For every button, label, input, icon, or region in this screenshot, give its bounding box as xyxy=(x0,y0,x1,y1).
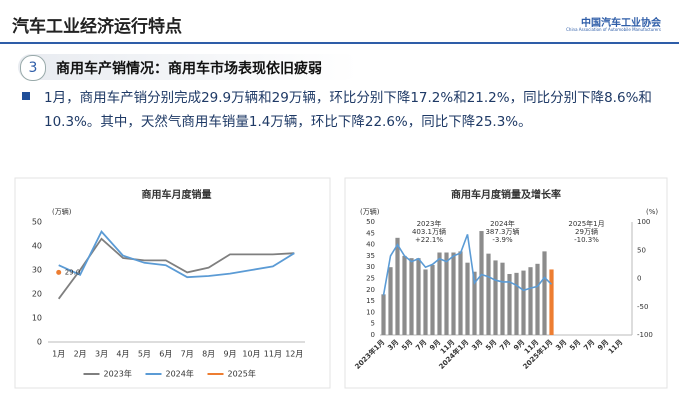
logo: 中国汽车工业协会 xyxy=(581,18,661,29)
bar xyxy=(423,269,428,335)
series-line xyxy=(57,237,295,300)
y-axis-label: (万辆) xyxy=(52,207,72,216)
bar xyxy=(437,252,442,335)
bar xyxy=(458,251,463,335)
y2-tick-label: 50 xyxy=(637,246,646,254)
bar xyxy=(486,253,491,335)
y-tick-label: 35 xyxy=(366,252,375,260)
slide-title: 汽车工业经济运行特点 xyxy=(12,17,182,37)
y-tick-label: 5 xyxy=(371,320,375,328)
bullet-marker xyxy=(22,92,30,100)
y2-tick-label: -100 xyxy=(637,331,653,339)
bar xyxy=(500,262,505,335)
data-label: 29.0 xyxy=(65,268,81,276)
bar xyxy=(521,270,526,335)
bar xyxy=(444,252,449,335)
bar xyxy=(430,264,435,335)
chart-title: 商用车月度销量 xyxy=(142,188,212,201)
y-tick-label: 30 xyxy=(32,266,42,275)
x-tick-label: 9月 xyxy=(223,350,236,359)
legend-label: 2023年 xyxy=(104,369,132,379)
point xyxy=(56,269,62,275)
annotation: 2025年1月 xyxy=(568,219,604,228)
section-number: 3 xyxy=(20,55,46,81)
bar xyxy=(493,260,498,335)
y-axis-label: (万辆) xyxy=(360,207,380,216)
y-tick-label: 15 xyxy=(366,297,375,305)
section-banner: 3 商用车产销情况：商用车市场表现依旧疲弱 xyxy=(18,54,358,81)
annotation: +22.1% xyxy=(415,236,443,244)
series-line xyxy=(58,230,295,279)
y-tick-label: 50 xyxy=(366,218,375,226)
bar xyxy=(535,263,540,335)
y-tick-label: 10 xyxy=(366,308,375,316)
y-tick-label: 10 xyxy=(32,314,42,323)
annotation: -3.9% xyxy=(492,236,513,244)
y-tick-label: 45 xyxy=(366,229,375,237)
bar xyxy=(451,252,456,335)
bar xyxy=(416,258,421,335)
annotation: 403.1万辆 xyxy=(412,227,446,236)
y-tick-label: 25 xyxy=(366,275,375,283)
x-tick-label: 11月 xyxy=(264,350,282,359)
bar xyxy=(381,294,386,335)
y2-axis-label: (%) xyxy=(646,208,658,216)
annotation: 29万辆 xyxy=(575,227,598,236)
y-tick-label: 40 xyxy=(32,242,42,251)
bar xyxy=(402,255,407,335)
bar xyxy=(472,271,477,335)
annotation: 2024年 xyxy=(490,219,515,228)
chart-title: 商用车月度销量及增长率 xyxy=(451,188,561,201)
y-tick-label: 0 xyxy=(371,331,375,339)
y-tick-label: 20 xyxy=(32,290,42,299)
bullet-text: 1月，商用车产销分别完成29.9万辆和29万辆，环比分别下降17.2%和21.2… xyxy=(44,90,652,130)
x-tick-label: 3月 xyxy=(95,350,108,359)
annotation: 2023年 xyxy=(417,219,442,228)
x-tick-label: 1月 xyxy=(52,350,65,359)
x-tick-label: 12月 xyxy=(285,350,303,359)
x-tick-label: 6月 xyxy=(159,350,172,359)
annotation: -10.3% xyxy=(574,236,599,244)
section-heading: 商用车产销情况：商用车市场表现依旧疲弱 xyxy=(56,61,322,77)
y2-tick-label: 0 xyxy=(637,275,641,283)
bar xyxy=(514,272,519,335)
bar xyxy=(549,269,554,335)
y-tick-label: 0 xyxy=(37,338,42,347)
y-tick-label: 50 xyxy=(32,218,42,227)
title-rule xyxy=(0,42,679,44)
bar xyxy=(465,262,470,335)
chart-panel xyxy=(14,177,331,389)
x-tick-label: 5月 xyxy=(138,350,151,359)
legend-label: 2025年 xyxy=(228,369,256,379)
x-tick-label: 4月 xyxy=(116,350,129,359)
bar xyxy=(395,237,400,335)
y2-tick-label: 100 xyxy=(637,218,650,226)
bar xyxy=(542,251,547,335)
bar xyxy=(409,258,414,335)
bar xyxy=(528,267,533,335)
logo-subtitle: China Association of Automobile Manufact… xyxy=(566,27,661,32)
legend-label: 2024年 xyxy=(166,369,194,379)
series-line xyxy=(382,234,553,296)
x-tick-label: 10月 xyxy=(242,350,260,359)
y-tick-label: 40 xyxy=(366,241,375,249)
y-tick-label: 20 xyxy=(366,286,375,294)
bar xyxy=(479,231,484,335)
chart-panel xyxy=(344,177,668,389)
bar xyxy=(507,273,512,335)
x-tick-label: 7月 xyxy=(181,350,194,359)
annotation: 387.3万辆 xyxy=(485,227,519,236)
x-tick-label: 2月 xyxy=(74,350,87,359)
x-tick-label: 8月 xyxy=(202,350,215,359)
y2-tick-label: -50 xyxy=(637,303,648,311)
y-tick-label: 30 xyxy=(366,263,375,271)
bar xyxy=(388,267,393,335)
